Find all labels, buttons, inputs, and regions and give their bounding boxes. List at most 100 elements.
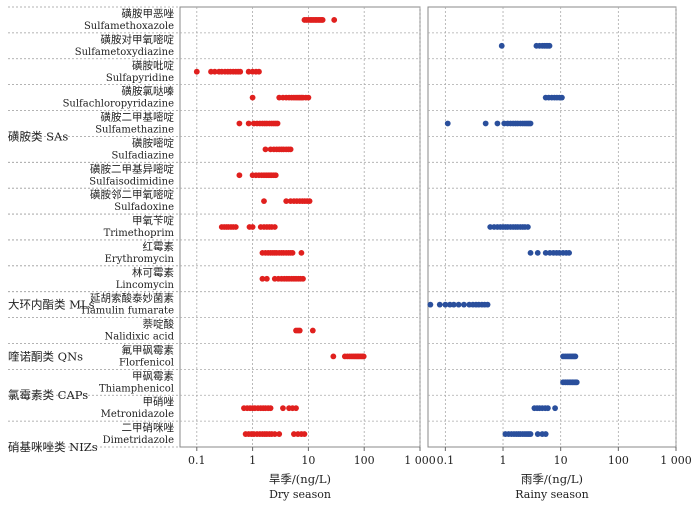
rainy-point — [534, 431, 541, 437]
compound-label-cn: 磺胺吡啶 — [132, 59, 174, 72]
dry-point — [232, 224, 239, 230]
compound-label-en: Lincomycin — [116, 280, 175, 291]
rainy-point — [552, 405, 558, 412]
class-group-label: 磺胺类 SAs — [8, 129, 68, 143]
compound-label-en: Erythromycin — [105, 254, 175, 265]
compound-labels: 磺胺甲恶唑Sulfamethoxazole磺胺对甲氧嘧啶Sulfametoxyd… — [8, 6, 180, 448]
dry-point — [249, 94, 256, 101]
dry-point — [309, 327, 316, 334]
compound-label-cn: 氟甲砜霉素 — [122, 343, 175, 356]
compound-label-cn: 甲硝唑 — [143, 395, 175, 408]
rainy-point — [527, 249, 534, 256]
rainy-point — [566, 249, 573, 256]
rainy-point — [534, 249, 541, 256]
compound-label-en: Sulfametoxydiazine — [75, 47, 174, 58]
rainy-axis-title: 雨季/(ng/L) — [521, 472, 583, 486]
rainy-point — [559, 94, 565, 101]
compound-label-en: Sulfachloropyridazine — [63, 99, 175, 110]
dry-point — [236, 172, 243, 179]
dry-point — [298, 249, 305, 256]
compound-label-en: Tiamulin fumarate — [80, 306, 174, 317]
compound-label-cn: 磺胺二甲基嘧啶 — [101, 111, 175, 124]
compound-label-cn: 磺胺二甲基异嘧啶 — [90, 162, 174, 175]
rainy-point — [436, 301, 443, 308]
dry-point — [237, 68, 244, 75]
rainy-point — [442, 301, 449, 308]
class-group-label: 氯霉素类 CAPs — [8, 388, 88, 402]
dry-point — [330, 353, 337, 360]
class-group-label: 硝基咪唑类 NIZs — [8, 440, 98, 454]
rainy-frame — [427, 6, 677, 448]
x-tick-label: 0.1 — [437, 454, 455, 467]
compound-label-cn: 甲砜霉素 — [132, 369, 174, 382]
rainy-point — [544, 405, 551, 412]
rainy-point — [450, 301, 457, 308]
compound-label-cn: 二甲硝咪唑 — [122, 421, 175, 434]
x-tick-label: 10 — [554, 454, 568, 467]
rainy-point — [542, 431, 549, 437]
dry-point — [261, 198, 267, 205]
rainy-point — [546, 42, 553, 49]
class-labels: 磺胺类 SAs 大环内酯类 MLs 喹诺酮类 QNs 氯霉素类 CAPs 硝基咪唑类 N… — [8, 129, 98, 454]
compound-label-cn: 萘啶酸 — [143, 318, 175, 331]
compound-label-cn: 磺胺嘧啶 — [132, 136, 174, 149]
dry-point — [301, 431, 308, 437]
compound-label-en: Trimethoprim — [104, 228, 175, 239]
compound-label-en: Sulfamethoxazole — [84, 21, 174, 32]
compound-label-cn: 林可霉素 — [132, 266, 174, 279]
rainy-point — [444, 120, 451, 127]
rainy-point — [427, 301, 434, 308]
dry-point — [300, 275, 306, 282]
dry-point — [272, 172, 279, 179]
rainy-point — [572, 353, 579, 360]
x-tick-label: 100 — [608, 454, 629, 467]
compound-label-cn: 磺胺氯哒嗪 — [122, 85, 175, 98]
dry-point — [276, 431, 283, 437]
dry-point — [256, 68, 262, 75]
dry-point — [296, 327, 303, 334]
x-tick-label: 1 000 — [404, 454, 436, 467]
dry-point — [289, 249, 296, 256]
dry-season-panel: 0.1 1 10 100 1 000 — [179, 6, 436, 467]
rainy-point — [527, 431, 534, 437]
class-group-label: 喹诺酮类 QNs — [8, 349, 83, 363]
x-tick-label: 1 — [500, 454, 507, 467]
rainy-point — [482, 120, 489, 127]
rainy-season-panel: 0.1 1 10 100 1 000 — [427, 6, 692, 467]
rainy-point — [455, 301, 462, 308]
dry-point — [280, 405, 286, 412]
x-tick-label: 1 — [249, 454, 256, 467]
compound-label-cn: 磺胺甲恶唑 — [122, 7, 175, 20]
compound-label-en: Sulfadoxine — [114, 202, 174, 213]
dry-point — [262, 146, 269, 153]
compound-label-en: Nalidixic acid — [105, 332, 175, 343]
dry-axis-title-en: Dry season — [269, 488, 331, 501]
compound-label-en: Metronidazole — [101, 409, 174, 420]
rainy-point — [494, 120, 501, 127]
dry-point — [271, 224, 278, 230]
compound-label-cn: 红霉素 — [143, 240, 175, 253]
rainy-point — [461, 301, 467, 308]
dry-point — [211, 68, 218, 75]
rainy-point — [527, 120, 534, 127]
dry-point — [274, 120, 281, 127]
x-tick-label: 100 — [354, 454, 375, 467]
dry-point — [319, 17, 326, 23]
compound-label-en: Dimetridazole — [103, 435, 174, 446]
x-tick-label: 10 — [301, 454, 315, 467]
dry-point — [287, 146, 294, 153]
dry-point — [291, 431, 297, 437]
dry-point — [263, 275, 270, 282]
compound-label-en: Sulfadiazine — [111, 150, 174, 161]
dry-point — [283, 198, 290, 205]
compound-label-en: Sulfapyridine — [106, 73, 174, 84]
compound-label-en: Thiamphenicol — [99, 383, 174, 394]
rainy-point — [498, 42, 505, 49]
compound-label-en: Sulfaisodimidine — [89, 176, 174, 187]
rainy-point — [573, 379, 580, 386]
dry-axis-title: 旱季/(ng/L) — [269, 472, 331, 486]
dry-point — [236, 120, 243, 127]
dry-point — [193, 68, 200, 75]
rainy-point — [484, 301, 491, 308]
